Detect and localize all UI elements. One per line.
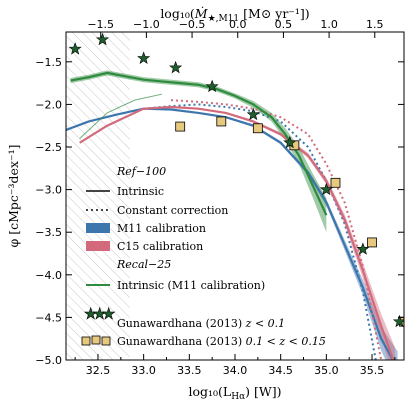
data-markers xyxy=(68,32,404,328)
legend-gama-square-label: Gunawardhana (2013) 0.1 < z < 0.15 xyxy=(117,335,326,348)
top-tick-label: −1.0 xyxy=(133,18,160,31)
legend-constant-label: Constant correction xyxy=(117,204,228,217)
legend: Ref−100 Intrinsic Constant correction M1… xyxy=(81,165,326,348)
gama-star-point xyxy=(137,51,151,64)
gama-star-point xyxy=(68,42,82,55)
legend-ref-title: Ref−100 xyxy=(116,165,166,178)
gama-square-point xyxy=(330,177,341,188)
y-tick-label: −4.5 xyxy=(35,311,62,324)
legend-intrinsic-label: Intrinsic xyxy=(117,185,164,198)
y-axis-label: φ [cMpc⁻³dex⁻¹] xyxy=(6,145,21,248)
legend-gama-star-swatch xyxy=(83,306,116,320)
top-tick-label: 0.0 xyxy=(229,18,247,31)
line-m11_constant xyxy=(143,103,377,360)
y-tick-label: −5.0 xyxy=(35,354,62,367)
gama-star-point xyxy=(246,107,260,121)
line-recal_low xyxy=(79,93,163,139)
x-tick-label: 33.0 xyxy=(131,364,156,377)
y-tick-label: −1.5 xyxy=(35,56,62,69)
top-tick-label: 1.5 xyxy=(366,18,384,31)
gama-square-point xyxy=(367,237,377,248)
gama-star-point xyxy=(283,135,297,149)
legend-gama-star-label: Gunawardhana (2013) z < 0.1 xyxy=(117,317,285,330)
legend-m11-label: M11 calibration xyxy=(117,222,206,235)
top-tick-label: −1.5 xyxy=(87,18,114,31)
gama-square-point xyxy=(252,123,263,134)
y-tick-label: −3.0 xyxy=(35,184,62,197)
legend-m11-swatch xyxy=(86,223,110,233)
legend-gama-square-swatch xyxy=(81,335,111,346)
gama-star-point xyxy=(96,32,110,46)
legend-recal-label: Intrinsic (M11 calibration) xyxy=(117,279,265,292)
legend-c15-swatch xyxy=(86,241,110,251)
x-tick-label: 34.0 xyxy=(223,364,248,377)
gama-star-point xyxy=(356,242,370,255)
c15_band xyxy=(79,106,395,360)
x-tick-label: 34.5 xyxy=(268,364,293,377)
y-tick-label: −4.0 xyxy=(35,269,62,282)
gama-star-point xyxy=(205,79,219,93)
x-axis-label: log₁₀(LHα) [W]) xyxy=(189,384,282,402)
gama-star-point xyxy=(169,60,183,74)
tick-labels: 32.5 33.0 33.5 34.0 34.5 35.0 35.5 −1.5 −2.0 −2.5… xyxy=(35,18,384,377)
line-c15_constant xyxy=(170,99,383,360)
hatch-region xyxy=(66,32,130,360)
top-tick-label: 1.0 xyxy=(320,18,338,31)
gama-square-point xyxy=(175,121,186,132)
y-tick-label: −2.0 xyxy=(35,98,62,111)
y-tick-label: −2.5 xyxy=(35,141,62,154)
legend-c15-label: C15 calibration xyxy=(117,240,203,253)
gama-star-point xyxy=(319,182,333,196)
x-tick-label: 35.5 xyxy=(360,364,385,377)
top-tick-label: −0.5 xyxy=(179,18,206,31)
legend-recal-title: Recal−25 xyxy=(116,258,171,271)
top-tick-label: 0.5 xyxy=(275,18,293,31)
top-x-axis-label: log₁₀(Ṁ★,M11 [M⊙ yr⁻¹]) xyxy=(160,6,309,24)
x-tick-label: 33.5 xyxy=(177,364,202,377)
gama-square-point xyxy=(216,116,227,127)
x-tick-label: 35.0 xyxy=(314,364,339,377)
x-tick-label: 32.5 xyxy=(86,364,111,377)
y-tick-label: −3.5 xyxy=(35,226,62,239)
line-c15_intrinsic xyxy=(79,105,395,360)
tick-marks xyxy=(66,32,404,361)
